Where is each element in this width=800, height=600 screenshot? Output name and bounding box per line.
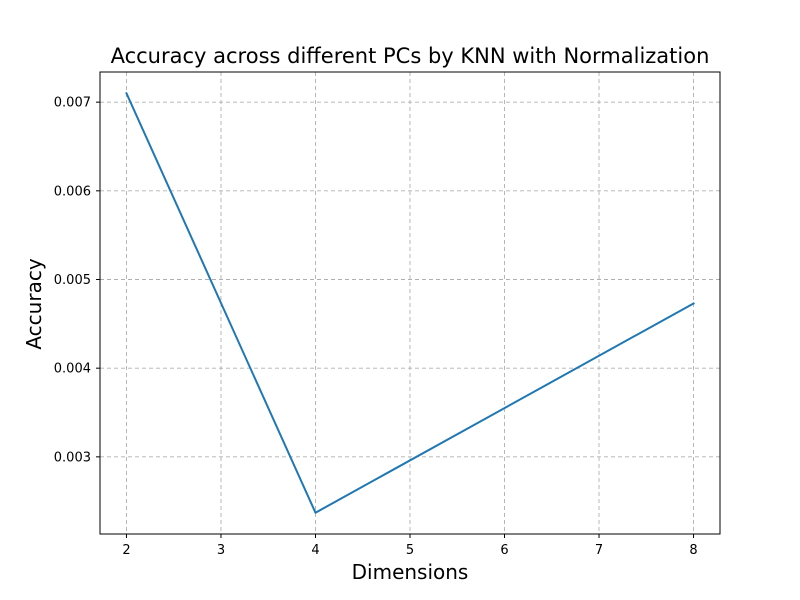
y-tick-label: 0.007 xyxy=(54,96,91,111)
grid xyxy=(100,72,720,534)
y-tick-label: 0.004 xyxy=(54,362,91,377)
y-axis: 0.003 0.004 0.005 0.006 0.007 xyxy=(54,96,100,465)
x-tick-label: 6 xyxy=(500,543,508,558)
y-tick-label: 0.006 xyxy=(54,184,91,199)
x-tick-label: 4 xyxy=(311,543,319,558)
y-tick-label: 0.003 xyxy=(54,450,91,465)
x-tick-label: 8 xyxy=(689,543,697,558)
y-tick-label: 0.005 xyxy=(54,273,91,288)
chart-title: Accuracy across different PCs by KNN wit… xyxy=(111,44,710,68)
x-tick-label: 2 xyxy=(122,543,130,558)
x-tick-label: 3 xyxy=(217,543,225,558)
y-axis-label: Accuracy xyxy=(22,258,46,349)
x-tick-label: 5 xyxy=(406,543,414,558)
x-axis: 2 3 4 5 6 7 8 xyxy=(122,534,698,558)
series-layer xyxy=(125,91,695,514)
x-axis-label: Dimensions xyxy=(352,560,469,584)
series-line-0 xyxy=(125,91,695,514)
x-tick-label: 7 xyxy=(595,543,603,558)
